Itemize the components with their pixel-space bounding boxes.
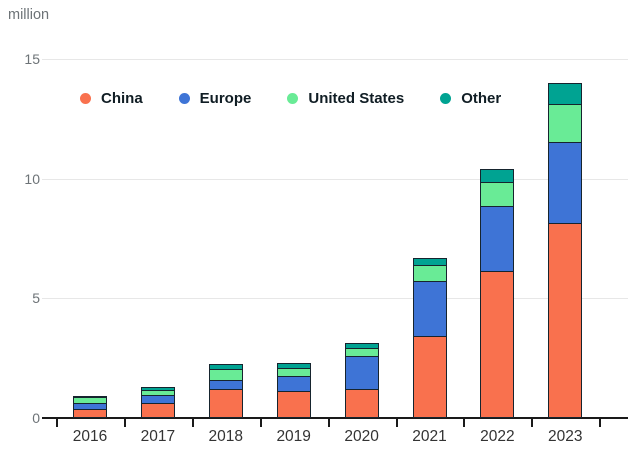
bar-segment-2016-other: [73, 396, 107, 399]
bar-segment-2021-china: [412, 336, 447, 418]
bar-segment-2021-other: [412, 257, 447, 267]
bar-2021: [412, 257, 447, 418]
x-axis-label-2017: 2017: [140, 428, 176, 445]
legend-item-label: Other: [461, 90, 502, 107]
chart-legend: China Europe United States Other: [80, 90, 501, 107]
bar-2016: [73, 396, 107, 418]
x-axis-tick: [259, 419, 262, 427]
x-axis-line: [42, 417, 628, 419]
bar-segment-2020-china: [344, 390, 379, 418]
bar-segment-2020-united-states: [344, 348, 379, 357]
bar-segment-2019-china: [276, 391, 311, 418]
x-axis-label-2020: 2020: [344, 428, 379, 445]
y-tick-label-10: 10: [24, 170, 40, 187]
bar-segment-2018-other: [208, 364, 243, 371]
bar-2019: [276, 362, 311, 418]
bar-segment-2020-other: [344, 342, 379, 349]
legend-item-europe[interactable]: Europe: [178, 90, 252, 107]
y-axis-unit-label: million: [8, 7, 50, 23]
x-axis-tick: [395, 419, 398, 427]
bar-2022: [480, 169, 515, 418]
bar-segment-2017-china: [140, 403, 175, 418]
bar-segment-2023-united-states: [548, 104, 583, 143]
x-axis-tick: [56, 419, 59, 427]
x-axis-tick: [123, 419, 126, 427]
gridline-15: [42, 59, 628, 60]
y-tick-label-15: 15: [24, 51, 40, 67]
x-axis-label-2016: 2016: [72, 428, 108, 445]
bar-segment-2016-united-states: [73, 398, 107, 405]
bar-segment-2019-other: [276, 362, 311, 369]
bar-segment-2016-china: [73, 409, 107, 418]
legend-dot-icon-europe: [178, 93, 190, 104]
bar-2020: [344, 342, 379, 418]
legend-dot-icon-china: [80, 93, 91, 104]
y-tick-label-5: 5: [32, 290, 40, 307]
x-axis-label-2022: 2022: [480, 428, 515, 445]
bar-segment-2020-europe: [344, 356, 379, 391]
y-tick-label-0: 0: [32, 410, 40, 426]
x-axis-tick: [191, 419, 194, 427]
x-axis-tick: [531, 419, 534, 427]
x-axis-label-2019: 2019: [276, 428, 311, 445]
bar-segment-2023-china: [548, 224, 583, 418]
legend-item-label: China: [101, 90, 143, 107]
bar-2017: [140, 386, 175, 418]
legend-item-other[interactable]: Other: [440, 90, 501, 107]
legend-item-label: United States: [308, 90, 405, 107]
x-axis-label-2021: 2021: [412, 428, 447, 445]
bar-2018: [208, 364, 243, 418]
bar-segment-2021-united-states: [412, 266, 447, 282]
gridline-10: [42, 178, 628, 180]
bar-segment-2023-europe: [548, 142, 583, 225]
bar-segment-2018-united-states: [208, 370, 243, 381]
bar-segment-2023-other: [548, 82, 583, 105]
bar-segment-2022-united-states: [480, 183, 515, 208]
legend-dot-icon-united-states: [287, 93, 299, 104]
bar-segment-2018-europe: [208, 380, 243, 391]
legend-item-label: Europe: [199, 90, 252, 107]
legend-item-united-states[interactable]: United States: [287, 90, 404, 107]
bar-segment-2022-europe: [480, 207, 515, 273]
bar-segment-2019-united-states: [276, 368, 311, 378]
x-axis-label-2018: 2018: [208, 428, 244, 445]
bar-segment-2022-other: [480, 169, 515, 184]
x-axis-tick: [599, 419, 602, 427]
bar-segment-2016-europe: [73, 404, 107, 410]
bar-segment-2018-china: [208, 390, 243, 418]
bar-segment-2019-europe: [276, 377, 311, 392]
bar-2023: [548, 82, 583, 418]
x-axis-label-2023: 2023: [548, 428, 583, 445]
bar-segment-2017-other: [140, 386, 175, 391]
bar-segment-2022-china: [480, 272, 515, 418]
x-axis-tick: [463, 419, 466, 427]
bar-segment-2021-europe: [412, 281, 447, 337]
x-axis-tick: [327, 419, 330, 427]
legend-item-china[interactable]: China: [80, 90, 143, 107]
bar-segment-2017-united-states: [140, 390, 175, 397]
bar-segment-2017-europe: [140, 396, 175, 404]
gridline-5: [42, 298, 628, 300]
legend-dot-icon-other: [440, 93, 452, 104]
